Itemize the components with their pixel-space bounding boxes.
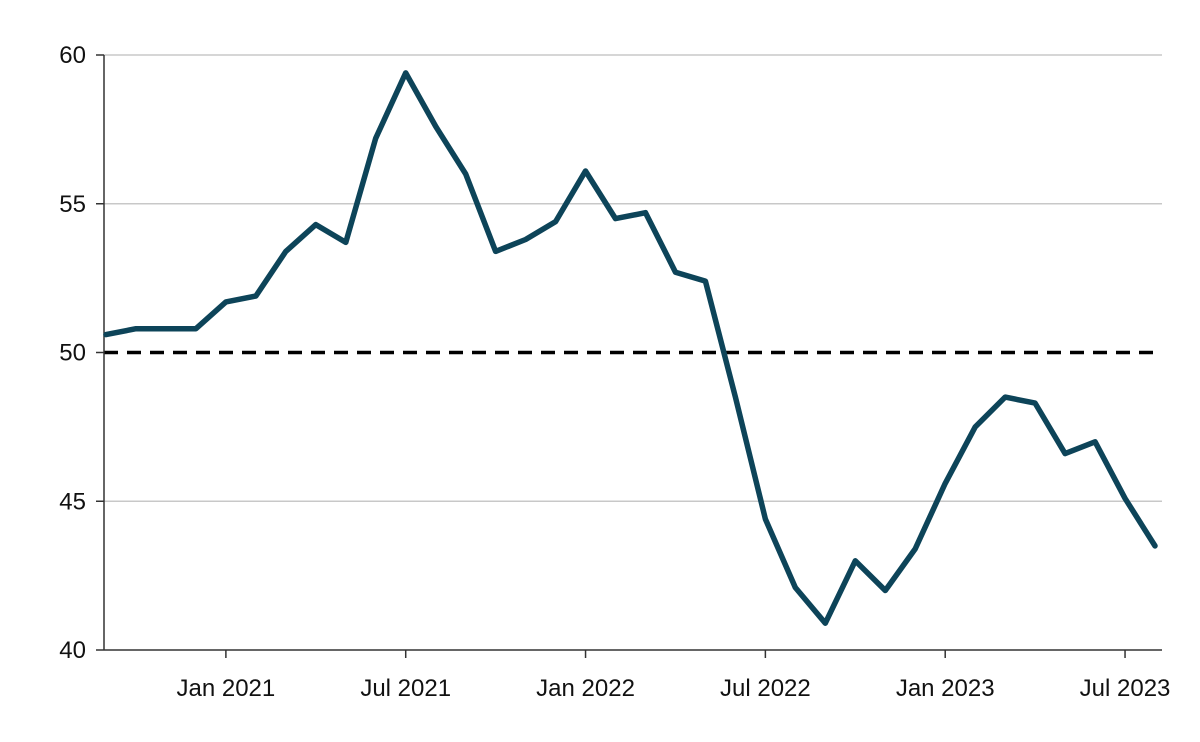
x-axis-ticks: Jan 2021 Jul 2021 Jan 2022 Jul 2022 Jan 2023…: [177, 650, 1171, 702]
x-tick-label-2021-07: Jul 2021: [360, 675, 451, 702]
y-tick-label-45: 45: [59, 488, 86, 515]
x-tick-label-2023-01: Jan 2023: [896, 675, 995, 702]
y-tick-label-50: 50: [59, 340, 86, 367]
y-tick-label-40: 40: [59, 637, 86, 664]
x-tick-label-2021-01: Jan 2021: [177, 675, 276, 702]
y-axis-ticks: 40 45 50 55 60: [59, 42, 104, 664]
series-line-0: [103, 70, 1158, 626]
x-tick-label-2022-01: Jan 2022: [536, 675, 635, 702]
series-layer: [103, 70, 1158, 626]
gridlines: [104, 54, 1162, 502]
y-tick-label-60: 60: [59, 42, 86, 69]
x-tick-label-2022-07: Jul 2022: [720, 675, 811, 702]
x-tick-label-2023-07: Jul 2023: [1080, 675, 1171, 702]
y-tick-label-55: 55: [59, 191, 86, 218]
